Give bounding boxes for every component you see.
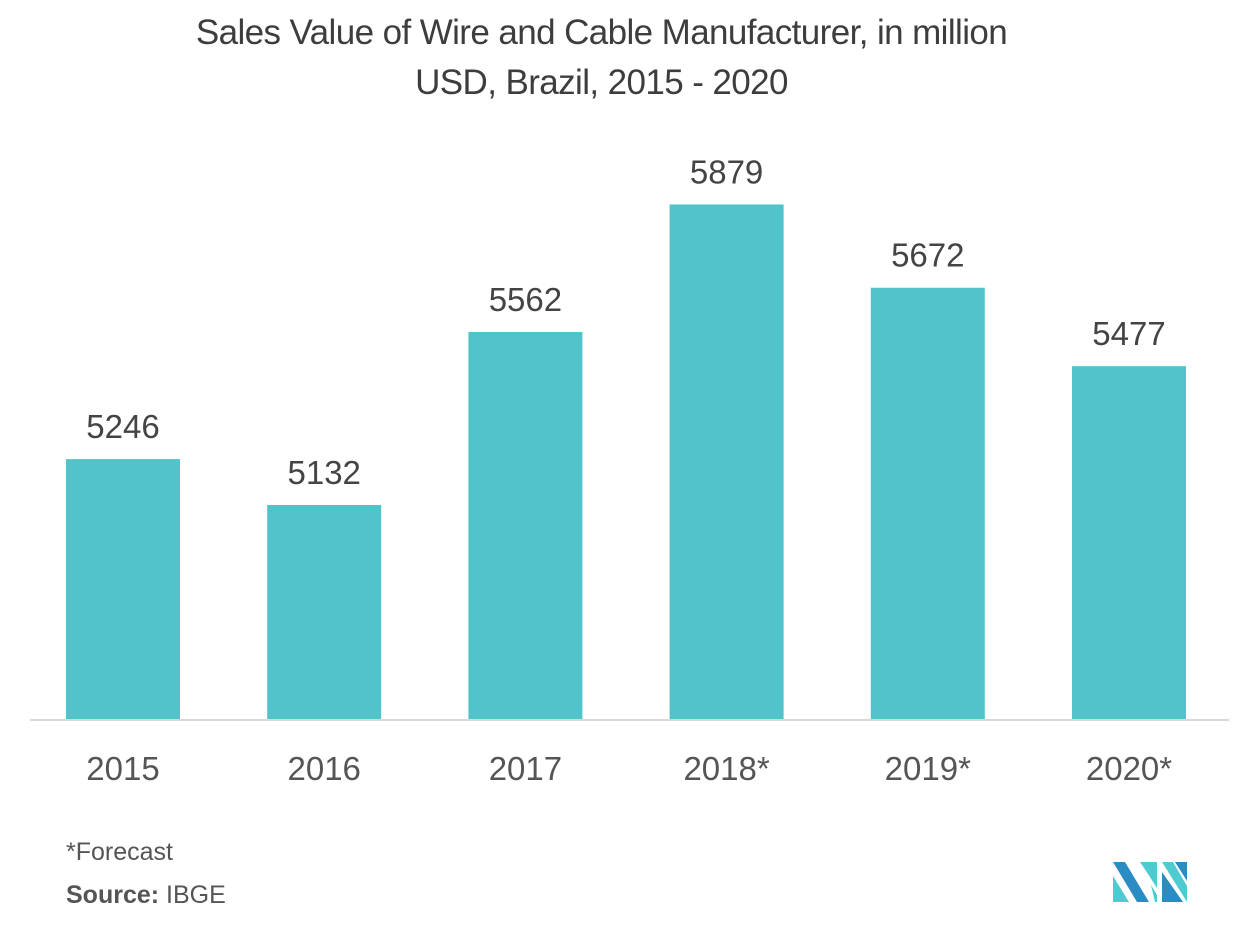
logo-shape-7 bbox=[1175, 862, 1187, 881]
bar-2019-forecast bbox=[870, 287, 985, 719]
logo-shape-2 bbox=[1113, 876, 1129, 902]
forecast-note: *Forecast bbox=[66, 838, 173, 866]
logo-shape-5 bbox=[1162, 862, 1187, 902]
logo-shape-3 bbox=[1140, 862, 1157, 888]
bar-2016 bbox=[267, 504, 382, 719]
data-label: 5477 bbox=[1092, 315, 1165, 352]
x-tick-label: 2020* bbox=[1086, 750, 1172, 787]
source-value: IBGE bbox=[166, 881, 226, 909]
bar-2017 bbox=[468, 331, 583, 719]
logo-shape-4 bbox=[1151, 885, 1157, 902]
bar-2018-forecast bbox=[669, 204, 784, 719]
logo-shape-1 bbox=[1113, 862, 1149, 902]
chart-title: Sales Value of Wire and Cable Manufactur… bbox=[0, 8, 1203, 108]
bar-2015 bbox=[66, 459, 180, 719]
source-label: Source: bbox=[66, 881, 160, 909]
data-label: 5562 bbox=[489, 281, 562, 318]
x-tick-label: 2019* bbox=[885, 750, 971, 787]
x-tick-label: 2017 bbox=[489, 750, 562, 787]
mordor-intelligence-logo-icon bbox=[1113, 862, 1187, 902]
data-label: 5672 bbox=[891, 237, 964, 274]
x-tick-label: 2018* bbox=[683, 750, 769, 787]
data-label: 5879 bbox=[690, 153, 763, 190]
chart-title-line-1: Sales Value of Wire and Cable Manufactur… bbox=[195, 13, 1008, 52]
bar-2020-forecast bbox=[1072, 366, 1186, 719]
logo-shape-6 bbox=[1162, 872, 1183, 902]
source-line: Source: IBGE bbox=[66, 881, 226, 910]
data-label: 5246 bbox=[86, 408, 159, 445]
chart-title-line-2: USD, Brazil, 2015 - 2020 bbox=[415, 63, 788, 102]
data-label: 5132 bbox=[287, 454, 360, 491]
x-tick-label: 2016 bbox=[287, 750, 360, 787]
x-tick-label: 2015 bbox=[86, 750, 159, 787]
